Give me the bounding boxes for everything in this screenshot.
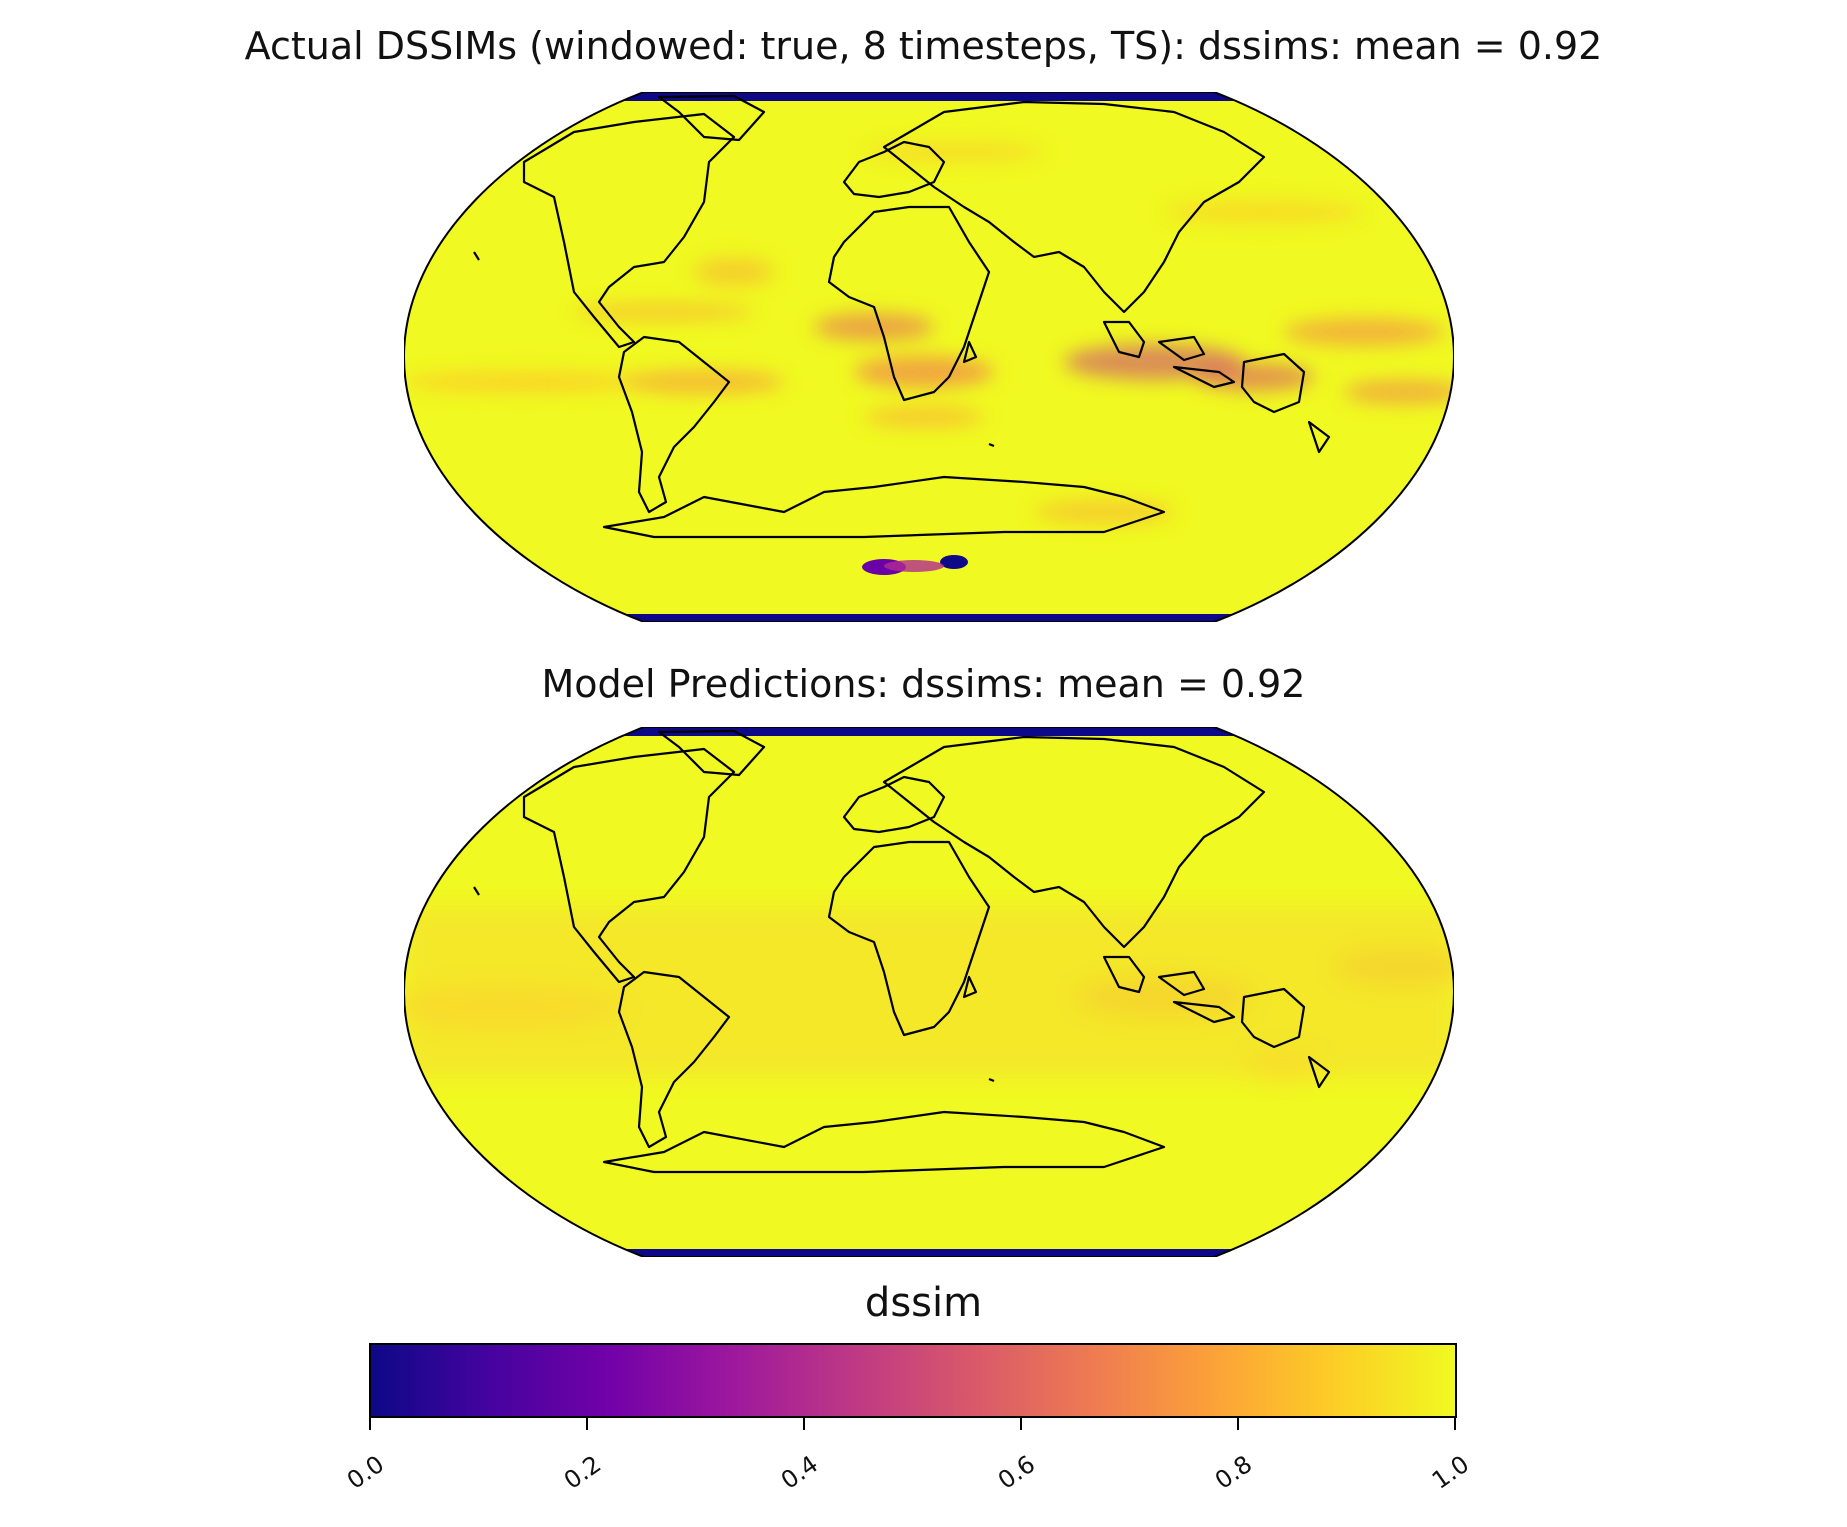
coastlines xyxy=(473,94,1331,539)
colorbar-label: dssim xyxy=(864,1280,983,1326)
colorbar-tick xyxy=(369,1418,371,1430)
colorbar-tick xyxy=(803,1418,805,1430)
map-model-predictions xyxy=(404,727,1454,1257)
colorbar-tick-label: 0.8 xyxy=(1209,1450,1258,1495)
colorbar-tick-label: 0.6 xyxy=(992,1450,1041,1495)
colorbar-tick-label: 0.0 xyxy=(341,1450,390,1495)
panel-title-predictions: Model Predictions: dssims: mean = 0.92 xyxy=(541,662,1306,706)
pole-band-north xyxy=(404,727,1454,736)
panel-title-actual: Actual DSSIMs (windowed: true, 8 timeste… xyxy=(244,24,1603,68)
colorbar xyxy=(369,1343,1457,1418)
colorbar-tick-label: 0.4 xyxy=(775,1450,824,1495)
colorbar-tick xyxy=(586,1418,588,1430)
colorbar-tick xyxy=(1237,1418,1239,1430)
pole-band-south xyxy=(404,614,1454,622)
colorbar-tick xyxy=(1020,1418,1022,1430)
colorbar-tick-label: 0.2 xyxy=(558,1450,607,1495)
colorbar-tick xyxy=(1454,1418,1456,1430)
low-dssim-patches xyxy=(404,907,1454,1082)
pole-band-north xyxy=(404,92,1454,101)
low-dssim-spot xyxy=(940,555,968,569)
colorbar-tick-label: 1.0 xyxy=(1426,1450,1475,1495)
pole-band-south xyxy=(404,1249,1454,1257)
map-actual-dssim xyxy=(404,92,1454,622)
map-frame xyxy=(404,92,1454,622)
map-frame xyxy=(404,727,1454,1257)
coastlines xyxy=(473,729,1331,1174)
low-dssim-spot xyxy=(884,560,944,572)
